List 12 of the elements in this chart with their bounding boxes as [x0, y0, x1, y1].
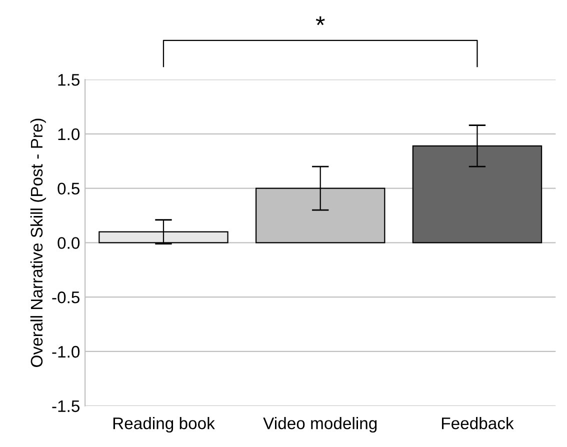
y-tick-label: 1.5 [58, 74, 80, 86]
y-tick-label: 0.0 [58, 237, 80, 249]
y-tick-label: 1.0 [58, 128, 80, 140]
y-axis-title: Overall Narrative Skill (Post - Pre) [30, 118, 46, 367]
y-tick-label: -1.5 [52, 400, 80, 412]
y-tick-label: -0.5 [52, 292, 80, 304]
text: * [316, 16, 325, 26]
x-tick-label: Video modeling [263, 416, 377, 433]
x-tick-label: Feedback [442, 416, 514, 430]
y-tick-label: -1.0 [52, 346, 80, 358]
y-tick-label: 0.5 [58, 182, 80, 195]
x-tick-label: Reading book [113, 416, 215, 433]
